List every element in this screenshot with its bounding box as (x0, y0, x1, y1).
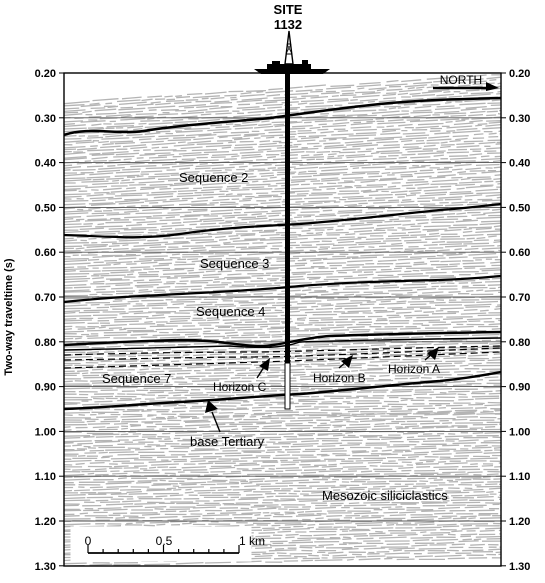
drilling-ship-icon (254, 30, 330, 74)
seismic-panel (64, 73, 501, 566)
y-tick-label-right: 0.20 (509, 68, 530, 80)
y-tick-label-right: 1.00 (509, 426, 530, 438)
y-tick-label-right: 0.90 (509, 382, 530, 394)
y-tick-label-right: 0.80 (509, 337, 530, 349)
y-tick-label-left: 0.30 (35, 113, 56, 125)
top-sequence-7-reflector (64, 330, 501, 348)
y-tick-label-right: 1.10 (509, 471, 530, 483)
top-sequence-4-reflector (64, 274, 501, 304)
horizon-a-arrow-icon (424, 347, 439, 361)
drill-hole (284, 73, 291, 410)
y-tick-label-left: 1.20 (35, 516, 56, 528)
site-label-line2: 1132 (274, 17, 302, 32)
scale-label-mid: 0.5 (156, 534, 173, 548)
scale-label-start: 0 (85, 534, 92, 548)
y-tick-label-right: 1.20 (509, 516, 530, 528)
reflectors (64, 96, 501, 411)
top-sequence-2-reflector (64, 96, 501, 137)
y-tick-label-right: 0.70 (509, 292, 530, 304)
y-tick-label-left: 0.40 (35, 158, 56, 170)
horizon-c-arrow-icon (256, 358, 270, 379)
site-label-line1: SITE (274, 2, 303, 17)
horizon-c-label: Horizon C (213, 380, 267, 394)
horizon-b-arrow-icon (338, 355, 353, 369)
y-tick-label-left: 0.50 (35, 202, 56, 214)
sequence-2-label: Sequence 2 (179, 170, 248, 185)
scale-label-end: 1 km (239, 534, 265, 548)
y-tick-label-left: 0.60 (35, 247, 56, 259)
mesozoic-label: Mesozoic siliciclastics (322, 488, 448, 503)
y-tick-label-left: 0.90 (35, 382, 56, 394)
y-tick-label-right: 0.40 (509, 158, 530, 170)
y-tick-label-left: 1.30 (35, 561, 56, 573)
horizon-b-label: Horizon B (313, 371, 366, 385)
y-tick-label-right: 0.30 (509, 113, 530, 125)
sequence-4-label: Sequence 4 (196, 304, 265, 319)
y-axis-title: Two-way traveltime (s) (3, 258, 15, 375)
sequence-7-inner-reflector (64, 337, 501, 351)
y-tick-label-left: 0.70 (35, 292, 56, 304)
north-arrow-icon (433, 82, 499, 91)
base-tertiary-arrow-icon (205, 400, 221, 433)
sequence-3-label: Sequence 3 (200, 256, 269, 271)
sequence-7-label: Sequence 7 (102, 371, 171, 386)
scale-bar (70, 526, 252, 562)
base-tertiary-reflector (64, 370, 501, 411)
y-tick-label-right: 1.30 (509, 561, 530, 573)
y-tick-label-right: 0.50 (509, 202, 530, 214)
top-sequence-3-reflector (64, 202, 501, 239)
y-tick-label-right: 0.60 (509, 247, 530, 259)
y-tick-label-left: 1.00 (35, 426, 56, 438)
y-axis-ticks: 0.20 0.200.30 0.300.40 0.400.50 0.500.60 0.60… (35, 68, 531, 573)
north-label: NORTH (440, 73, 482, 87)
horizon-a-label: Horizon A (388, 362, 440, 376)
y-tick-label-left: 0.80 (35, 337, 56, 349)
y-tick-label-left: 1.10 (35, 471, 56, 483)
y-tick-label-left: 0.20 (35, 68, 56, 80)
base-tertiary-label: base Tertiary (190, 434, 265, 449)
